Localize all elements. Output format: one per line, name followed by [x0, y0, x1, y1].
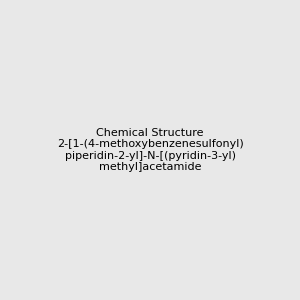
- Text: Chemical Structure
2-[1-(4-methoxybenzenesulfonyl)
piperidin-2-yl]-N-[(pyridin-3: Chemical Structure 2-[1-(4-methoxybenzen…: [57, 128, 243, 172]
